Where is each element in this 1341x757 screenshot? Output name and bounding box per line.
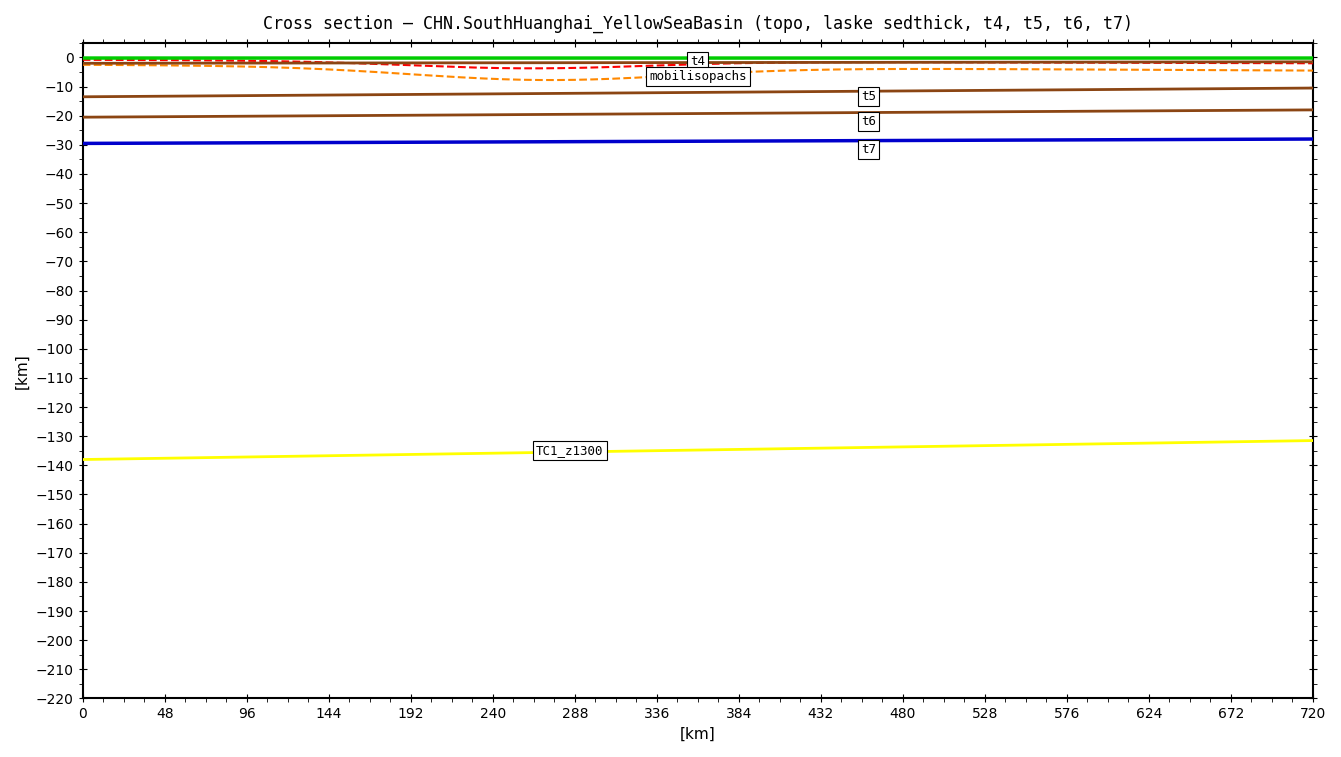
Text: mobilisopachs: mobilisopachs bbox=[649, 70, 747, 83]
X-axis label: [km]: [km] bbox=[680, 727, 716, 742]
Text: t7: t7 bbox=[861, 143, 876, 156]
Text: t5: t5 bbox=[861, 90, 876, 103]
Text: t6: t6 bbox=[861, 115, 876, 128]
Text: t4: t4 bbox=[691, 55, 705, 68]
Y-axis label: [km]: [km] bbox=[15, 353, 30, 388]
Text: TC1_z1300: TC1_z1300 bbox=[536, 444, 603, 457]
Title: Cross section – CHN.SouthHuanghai_YellowSeaBasin (topo, laske sedthick, t4, t5, : Cross section – CHN.SouthHuanghai_Yellow… bbox=[263, 15, 1133, 33]
